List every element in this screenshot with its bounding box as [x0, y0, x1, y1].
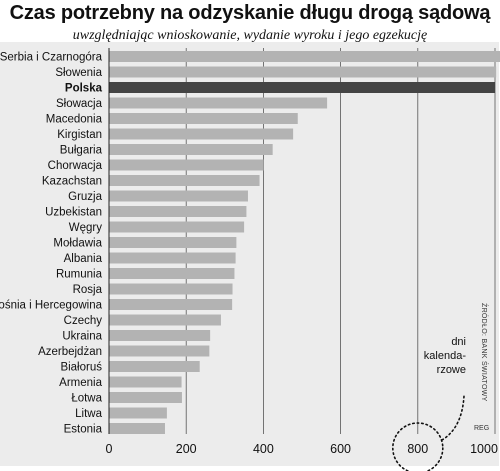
category-label-15: Rosja	[73, 284, 103, 296]
category-label-19: Azerbejdżan	[38, 346, 102, 358]
bar-16	[109, 299, 233, 310]
category-label-9: Gruzja	[68, 191, 102, 203]
category-label-2: Polska	[65, 83, 103, 95]
category-label-21: Armenia	[59, 377, 102, 389]
unit-connector	[441, 395, 465, 441]
category-label-18: Ukraina	[62, 331, 102, 343]
category-label-24: Estonia	[64, 424, 103, 436]
bar-0	[109, 51, 500, 62]
unit-label-line-1: kalenda-	[424, 350, 467, 362]
category-label-0: Serbia i Czarnogóra	[0, 52, 103, 64]
bar-22	[109, 392, 182, 403]
chart-background	[0, 42, 499, 466]
bar-2	[109, 82, 495, 93]
chart-subtitle: uwzględniając wnioskowanie, wydanie wyro…	[72, 28, 428, 43]
category-label-22: Łotwa	[71, 393, 102, 405]
x-tick-label-0: 0	[106, 442, 113, 456]
bar-8	[109, 175, 260, 186]
bar-10	[109, 206, 247, 217]
category-label-1: Słowenia	[55, 67, 102, 79]
category-label-4: Macedonia	[46, 114, 103, 126]
x-tick-label-600: 600	[330, 442, 351, 456]
x-tick-label-1000: 1000	[470, 442, 498, 456]
category-label-12: Mołdawia	[53, 238, 102, 250]
category-label-13: Albania	[64, 253, 103, 265]
x-tick-label-200: 200	[176, 442, 197, 456]
bar-4	[109, 113, 298, 124]
category-label-6: Bułgaria	[60, 145, 103, 157]
bar-21	[109, 376, 182, 388]
bar-7	[109, 159, 264, 171]
bar-9	[109, 190, 248, 202]
bar-6	[109, 144, 273, 155]
source-note: ŹRÓDŁO: BANK ŚWIATOWY	[480, 303, 489, 402]
category-label-14: Rumunia	[56, 269, 103, 281]
bar-1	[109, 66, 497, 78]
category-label-5: Kirgistan	[57, 129, 102, 141]
bar-13	[109, 252, 236, 264]
bar-3	[109, 97, 328, 109]
unit-label-line-0: dni	[451, 336, 466, 348]
bar-20	[109, 361, 200, 372]
x-tick-label-400: 400	[253, 442, 274, 456]
category-label-16: Bośnia i Hercegowina	[0, 300, 103, 312]
bar-19	[109, 345, 210, 357]
category-label-3: Słowacja	[56, 98, 103, 110]
unit-label-line-2: rzowe	[437, 364, 466, 376]
bar-11	[109, 221, 245, 233]
bar-23	[109, 407, 167, 419]
category-label-23: Litwa	[75, 408, 102, 420]
bar-24	[109, 423, 165, 434]
chart-title: Czas potrzebny na odzyskanie długu drogą…	[9, 2, 491, 24]
category-label-20: Białoruś	[60, 362, 102, 374]
category-label-17: Czechy	[64, 315, 103, 327]
bar-17	[109, 314, 221, 326]
bar-15	[109, 283, 233, 295]
unit-highlight-circle	[392, 422, 444, 471]
bar-14	[109, 268, 235, 279]
category-label-11: Węgry	[69, 222, 102, 234]
x-tick-label-800: 800	[407, 442, 428, 456]
bar-5	[109, 128, 294, 140]
credit-note: REG	[474, 425, 489, 432]
category-label-7: Chorwacja	[48, 160, 103, 172]
category-label-8: Kazachstan	[42, 176, 102, 188]
category-label-10: Uzbekistan	[45, 207, 102, 219]
bar-12	[109, 237, 237, 248]
bar-18	[109, 330, 211, 341]
